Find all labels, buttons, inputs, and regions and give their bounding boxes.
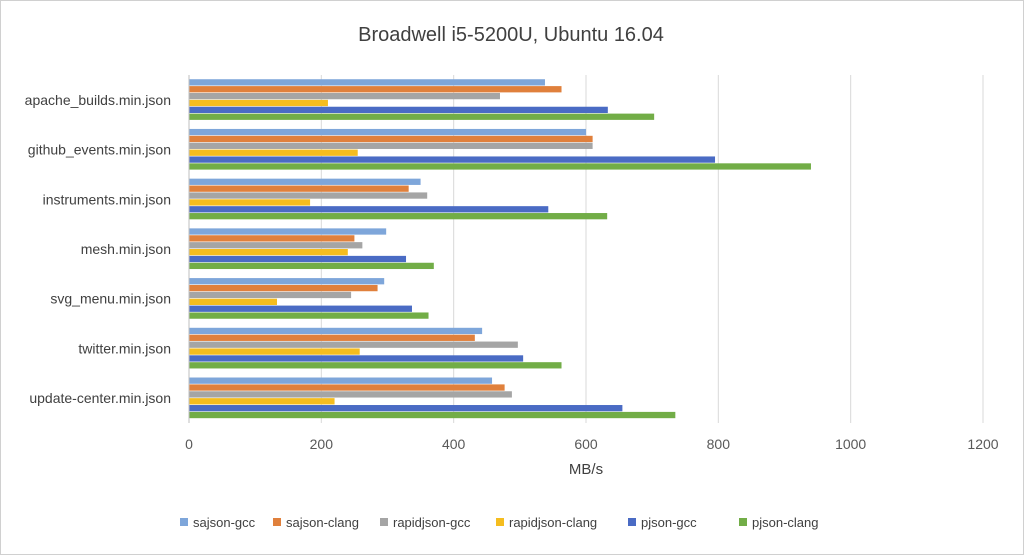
legend-label: rapidjson-gcc [393,515,471,530]
bar-pjson-clang [189,213,608,220]
legend: sajson-gcc sajson-clang rapidjson-gcc rapid… [180,515,819,530]
bar-sajson-gcc [189,128,586,136]
legend-label: sajson-gcc [193,515,256,530]
x-axis-title: MB/s [569,461,603,478]
x-tick-label: 1200 [967,436,998,452]
x-tick-label: 800 [707,436,731,452]
bar-pjson-gcc [189,255,407,263]
bar-sajson-gcc [189,228,387,235]
x-tick-label: 600 [574,436,598,452]
x-tick-label: 200 [310,436,334,452]
legend-swatch [180,518,188,526]
legend-swatch [273,518,281,526]
category-label: update-center.min.json [29,390,171,406]
category-label: twitter.min.json [78,340,171,356]
bar-rapidjson-clang [189,298,278,305]
legend-label: rapidjson-clang [509,515,597,530]
bar-rapidjson-clang [189,249,348,256]
x-tick-label: 0 [185,436,193,452]
legend-label: pjson-gcc [641,515,697,530]
legend-swatch [496,518,504,526]
bar-pjson-clang [189,411,676,419]
bar-rapidjson-gcc [189,391,512,398]
bar-pjson-clang [189,312,429,319]
bar-rapidjson-gcc [189,341,518,348]
bar-pjson-gcc [189,405,623,412]
category-label: instruments.min.json [43,191,171,207]
bar-rapidjson-clang [189,149,358,156]
bar-rapidjson-clang [189,348,360,355]
legend-swatch [380,518,388,526]
category-label: github_events.min.json [28,142,171,158]
bar-sajson-gcc [189,327,483,335]
bar-pjson-gcc [189,156,716,163]
bar-rapidjson-gcc [189,192,428,199]
x-tick-label: 400 [442,436,466,452]
bar-sajson-gcc [189,278,385,285]
legend-label: pjson-clang [752,515,819,530]
category-label: apache_builds.min.json [25,92,171,108]
category-label: mesh.min.json [81,241,171,257]
category-label: svg_menu.min.json [50,291,171,307]
bar-pjson-gcc [189,106,608,114]
bar-pjson-gcc [189,355,524,362]
bar-rapidjson-clang [189,199,311,206]
bar-rapidjson-clang [189,99,328,107]
gridlines [320,75,984,423]
bars [189,79,811,419]
bar-sajson-gcc [189,178,421,185]
bar-rapidjson-gcc [189,242,363,249]
bar-sajson-gcc [189,79,545,86]
bar-pjson-clang [189,262,434,270]
x-tick-label: 1000 [835,436,866,452]
bar-sajson-clang [189,384,505,391]
bar-rapidjson-gcc [189,92,500,100]
chart-title: Broadwell i5-5200U, Ubuntu 16.04 [358,24,664,46]
bar-sajson-gcc [189,377,493,384]
bar-pjson-clang [189,362,562,369]
bar-pjson-gcc [189,206,549,213]
bar-pjson-clang [189,113,655,120]
bar-sajson-clang [189,135,593,143]
bar-sajson-clang [189,86,562,93]
bar-pjson-clang [189,163,811,170]
bar-sajson-clang [189,334,475,341]
bar-sajson-clang [189,284,378,292]
bar-rapidjson-gcc [189,142,593,149]
legend-label: sajson-clang [286,515,359,530]
axes: 0 200 400 600 800 1000 1200 apache_builds.min.j… [25,75,999,452]
bar-rapidjson-gcc [189,291,352,299]
legend-swatch [739,518,747,526]
bar-rapidjson-clang [189,398,335,405]
bar-pjson-gcc [189,305,412,312]
bar-sajson-clang [189,235,355,242]
legend-swatch [628,518,636,526]
bar-sajson-clang [189,185,409,192]
